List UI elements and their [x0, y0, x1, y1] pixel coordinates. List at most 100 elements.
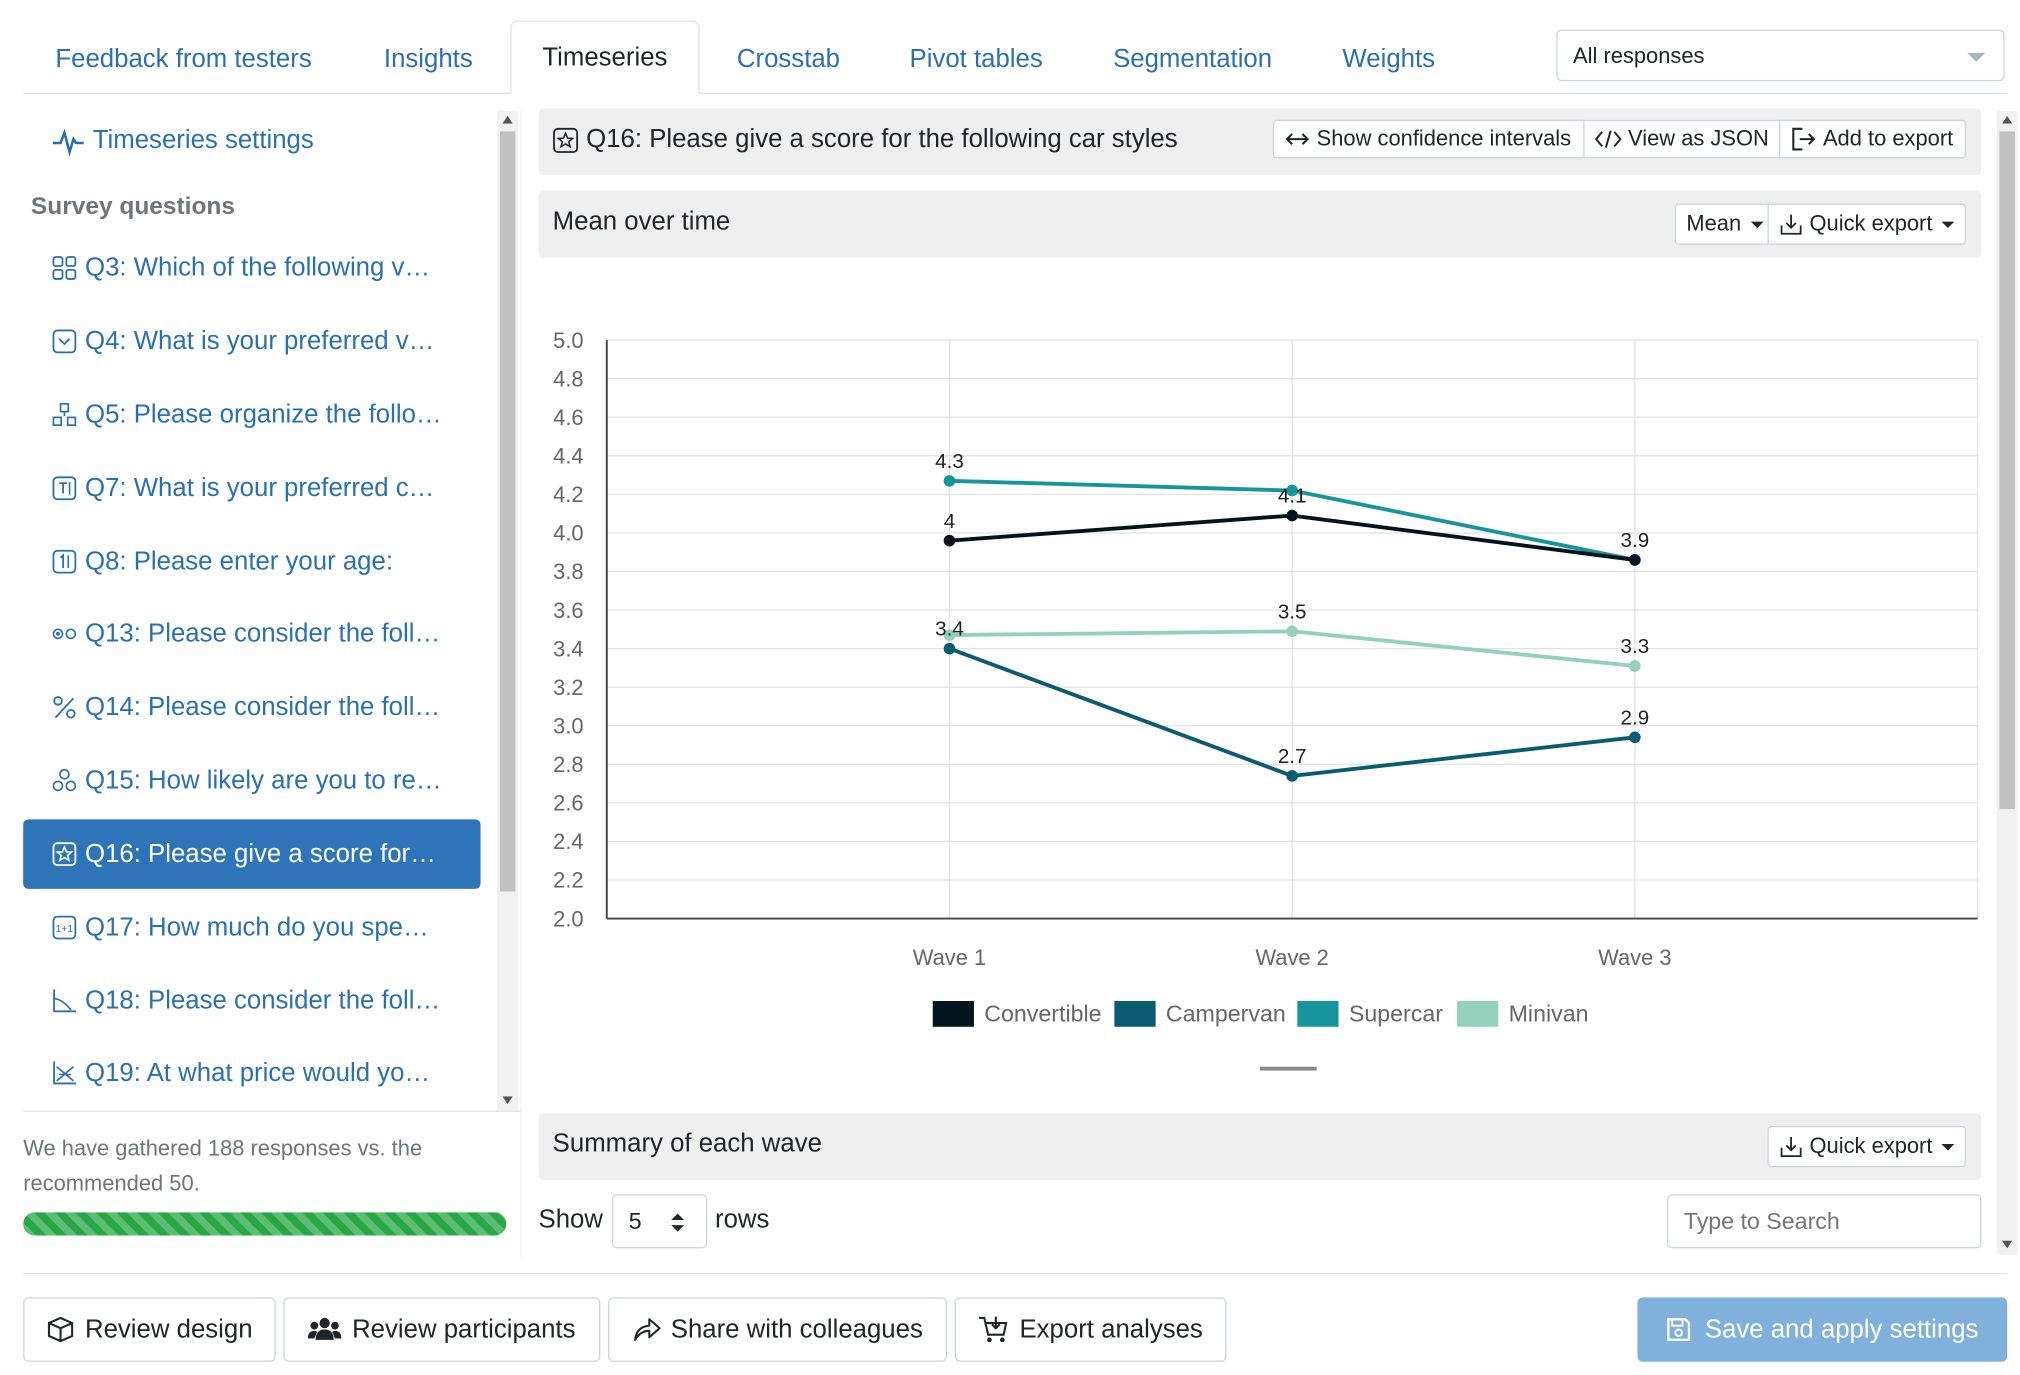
- sidebar-item-q4[interactable]: Q4: What is your preferred v…: [23, 307, 480, 377]
- data-label-convertible: 4.1: [1278, 485, 1307, 508]
- caret-down-icon: [1750, 220, 1764, 228]
- sidebar-item-q13[interactable]: Q13: Please consider the foll…: [23, 599, 480, 669]
- data-point-campervan: [1286, 770, 1298, 782]
- sidebar-item-q3[interactable]: Q3: Which of the following v…: [23, 233, 480, 303]
- legend-item-supercar[interactable]: Supercar: [1297, 1000, 1443, 1028]
- export-analyses-button[interactable]: Export analyses: [954, 1297, 1227, 1362]
- tab-weights[interactable]: Weights: [1342, 45, 1436, 74]
- tab-pivot-tables[interactable]: Pivot tables: [909, 45, 1043, 74]
- timeseries-settings-link[interactable]: Timeseries settings: [52, 126, 314, 156]
- quick-export-label: Quick export: [1809, 1133, 1933, 1159]
- star-icon: [553, 127, 579, 153]
- code-icon: [1594, 130, 1622, 148]
- sidebar-item-q19[interactable]: Q19: At what price would yo…: [23, 1038, 480, 1108]
- y-tick-label: 4.2: [553, 482, 583, 507]
- save-and-apply-settings-label: Save and apply settings: [1704, 1314, 1979, 1344]
- view-as-json-button[interactable]: View as JSON: [1583, 119, 1781, 159]
- question-label: Q7: What is your preferred c…: [85, 473, 435, 502]
- question-label: Q18: Please consider the foll…: [85, 986, 441, 1015]
- legend-swatch: [932, 1001, 974, 1027]
- data-point-convertible: [1286, 509, 1298, 522]
- currency-icon: 1+1: [52, 915, 77, 940]
- search-input[interactable]: [1667, 1194, 1982, 1249]
- statistic-select[interactable]: Mean: [1674, 203, 1769, 245]
- quick-export-button[interactable]: Quick export: [1767, 203, 1966, 245]
- chart-axis-icon: [53, 989, 77, 1013]
- scroll-down-icon[interactable]: [502, 1096, 513, 1105]
- response-count-note: We have gathered 188 responses vs. the r…: [23, 1136, 423, 1196]
- export-analyses-label: Export analyses: [1019, 1314, 1203, 1344]
- data-label-convertible: 3.9: [1621, 529, 1650, 552]
- data-point-campervan: [1629, 731, 1641, 744]
- sidebar-item-q17[interactable]: 1+1 Q17: How much do you spe…: [23, 893, 480, 963]
- tab-crosstab[interactable]: Crosstab: [736, 45, 841, 74]
- review-design-label: Review design: [84, 1314, 253, 1344]
- question-label: Q13: Please consider the foll…: [85, 619, 441, 648]
- tab-timeseries[interactable]: Timeseries: [510, 20, 700, 95]
- main-scrollbar-thumb[interactable]: [1999, 131, 2015, 810]
- data-label-supercar: 4.3: [935, 450, 964, 473]
- data-point-campervan: [943, 642, 956, 655]
- x-tick-label: Wave 1: [913, 945, 986, 970]
- sidebar-item-q15[interactable]: Q15: How likely are you to re…: [23, 746, 480, 816]
- tab-segmentation[interactable]: Segmentation: [1113, 45, 1273, 74]
- rows-per-page-select[interactable]: 5: [611, 1194, 708, 1249]
- share-with-colleagues-label: Share with colleagues: [670, 1314, 923, 1344]
- data-point-minivan: [1286, 625, 1298, 638]
- radio-icon: [52, 628, 77, 640]
- question-label: Q5: Please organize the follo…: [85, 400, 442, 429]
- box-icon: [47, 1316, 74, 1343]
- y-tick-label: 2.8: [553, 752, 583, 777]
- star-icon: [52, 842, 77, 866]
- text-icon: [52, 476, 77, 501]
- question-label: Q14: Please consider the foll…: [85, 692, 441, 721]
- sidebar-item-q18[interactable]: Q18: Please consider the foll…: [23, 966, 480, 1036]
- sidebar-item-q5[interactable]: Q5: Please organize the follo…: [23, 380, 480, 450]
- download-icon: [1780, 1137, 1802, 1158]
- chart-panel-title: Mean over time: [552, 207, 731, 236]
- responses-filter-value: All responses: [1573, 43, 1705, 69]
- legend-swatch: [1114, 1001, 1156, 1027]
- number-icon: [52, 549, 77, 574]
- data-point-supercar: [1286, 484, 1298, 497]
- y-tick-label: 5.0: [553, 328, 583, 353]
- data-point-minivan: [1629, 660, 1641, 672]
- tab-insights[interactable]: Insights: [383, 45, 473, 74]
- sidebar-item-q16[interactable]: Q16: Please give a score for…: [23, 819, 481, 889]
- save-and-apply-settings-button[interactable]: Save and apply settings: [1637, 1297, 2008, 1362]
- review-participants-label: Review participants: [352, 1314, 576, 1344]
- sidebar-scrollbar-thumb[interactable]: [499, 131, 516, 892]
- add-to-export-button[interactable]: Add to export: [1779, 119, 1966, 159]
- legend-item-campervan[interactable]: Campervan: [1114, 1000, 1286, 1028]
- main-scrollbar[interactable]: [1996, 110, 2018, 1255]
- sidebar-item-q8[interactable]: Q8: Please enter your age:: [23, 527, 480, 597]
- responses-progress-fill: [23, 1212, 507, 1236]
- sort-icon: [52, 403, 77, 426]
- review-design-button[interactable]: Review design: [23, 1297, 276, 1362]
- scroll-down-icon[interactable]: [2002, 1240, 2013, 1249]
- y-tick-label: 3.6: [553, 598, 583, 623]
- sidebar-item-q14[interactable]: Q14: Please consider the foll…: [23, 672, 480, 742]
- y-tick-label: 4.0: [553, 521, 583, 546]
- y-tick-label: 4.8: [553, 366, 583, 391]
- legend-item-minivan[interactable]: Minivan: [1457, 1000, 1589, 1028]
- scroll-up-icon[interactable]: [2002, 115, 2013, 124]
- scroll-up-icon[interactable]: [502, 115, 513, 124]
- sidebar-item-q7[interactable]: Q7: What is your preferred c…: [23, 453, 480, 523]
- legend-item-convertible[interactable]: Convertible: [932, 1000, 1102, 1028]
- share-with-colleagues-button[interactable]: Share with colleagues: [608, 1297, 947, 1362]
- data-label-campervan: 3.4: [935, 618, 964, 641]
- tab-feedback-from-testers[interactable]: Feedback from testers: [55, 45, 312, 74]
- summary-quick-export-button[interactable]: Quick export: [1767, 1125, 1966, 1168]
- data-label-campervan: 2.7: [1278, 745, 1307, 768]
- show-confidence-intervals-button[interactable]: Show confidence intervals: [1272, 119, 1585, 159]
- question-label: Q3: Which of the following v…: [85, 253, 431, 282]
- export-icon: [1792, 127, 1816, 151]
- review-participants-button[interactable]: Review participants: [283, 1297, 601, 1362]
- question-label: Q16: Please give a score for…: [85, 839, 436, 868]
- resize-handle[interactable]: [1259, 1066, 1317, 1071]
- save-icon: [1667, 1318, 1691, 1341]
- sidebar-scrollbar[interactable]: [497, 110, 518, 1111]
- responses-filter-select[interactable]: All responses: [1556, 29, 2005, 82]
- pulse-icon: [52, 127, 84, 156]
